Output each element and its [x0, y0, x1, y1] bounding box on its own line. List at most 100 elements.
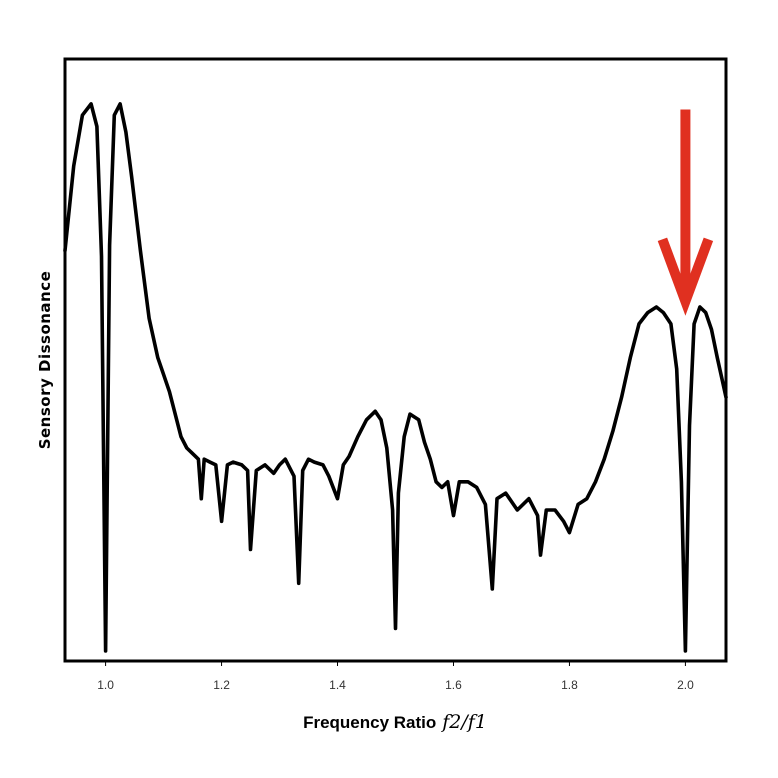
data-point: [373, 409, 377, 413]
data-point: [197, 457, 200, 461]
data-point: [321, 463, 325, 467]
data-point: [139, 249, 142, 253]
data-point: [527, 497, 531, 501]
data-point: [202, 457, 206, 461]
plot-area: [63, 57, 728, 663]
data-point: [220, 519, 224, 523]
data-point: [408, 412, 412, 416]
data-point: [684, 649, 687, 653]
data-point: [185, 446, 189, 450]
data-point: [283, 457, 287, 461]
data-point: [112, 113, 116, 117]
data-point: [162, 373, 166, 376]
data-point: [108, 243, 111, 247]
data-point: [104, 649, 107, 653]
data-points: [63, 102, 728, 653]
data-point: [199, 497, 203, 501]
data-point: [602, 457, 606, 461]
data-point: [397, 491, 400, 495]
data-point: [347, 455, 351, 458]
data-point: [130, 175, 134, 179]
data-point: [191, 452, 195, 455]
data-point: [710, 328, 713, 331]
data-point: [208, 460, 212, 464]
data-point: [680, 480, 683, 484]
data-point: [662, 311, 665, 314]
data-point: [675, 367, 679, 371]
data-point: [562, 519, 565, 523]
data-point: [100, 254, 103, 258]
x-axis-label: Frequency Ratio f2/f1: [303, 711, 487, 733]
data-point: [356, 435, 360, 439]
data-point: [440, 486, 444, 489]
data-point: [620, 395, 623, 399]
data-point: [646, 311, 650, 314]
data-point: [72, 164, 76, 168]
data-point: [226, 463, 229, 467]
data-point: [715, 356, 719, 360]
data-point: [214, 463, 218, 467]
data-point: [240, 463, 244, 467]
data-point: [457, 480, 461, 484]
data-point: [173, 412, 177, 416]
arrow-head: [657, 237, 714, 316]
data-point: [553, 508, 557, 512]
octave-arrow-annotation: [657, 109, 714, 316]
data-point: [452, 514, 455, 517]
data-point: [669, 322, 673, 326]
data-point: [446, 480, 450, 484]
data-point: [539, 553, 542, 557]
data-point: [292, 474, 296, 478]
data-point: [466, 480, 470, 484]
data-point: [147, 316, 151, 320]
data-point: [688, 424, 691, 427]
data-point: [246, 469, 250, 472]
data-point: [179, 435, 183, 439]
data-point: [272, 471, 276, 475]
data-point: [365, 418, 368, 422]
data-point: [95, 125, 99, 128]
data-point: [637, 322, 641, 326]
data-point: [312, 460, 316, 464]
data-point: [585, 497, 589, 501]
x-tick-label: 1.0: [97, 678, 114, 692]
data-point: [394, 627, 397, 630]
x-tick-label: 2.0: [677, 678, 694, 692]
data-point: [628, 356, 632, 360]
data-point: [379, 418, 383, 422]
data-point: [536, 514, 539, 517]
data-point: [428, 457, 432, 461]
data-point: [118, 102, 122, 106]
data-point: [704, 311, 708, 314]
data-point: [490, 587, 494, 591]
data-point: [278, 463, 281, 467]
data-point: [249, 548, 252, 551]
data-point: [336, 497, 339, 501]
data-point: [168, 390, 171, 393]
data-point: [301, 469, 305, 472]
data-point: [385, 446, 389, 450]
data-point: [297, 581, 301, 585]
data-point: [434, 480, 438, 484]
data-point: [576, 503, 580, 506]
data-point: [698, 305, 702, 309]
data-point: [515, 508, 519, 512]
x-tick-label: 1.8: [561, 678, 578, 692]
data-point: [341, 463, 345, 467]
x-tick-label: 1.4: [329, 678, 346, 692]
y-axis-label: Sensory Dissonance: [36, 271, 54, 450]
data-point: [81, 113, 84, 117]
data-point: [327, 474, 331, 478]
data-point: [156, 356, 160, 360]
data-point: [254, 469, 258, 472]
x-axis-label-math: f2/f1: [440, 711, 487, 733]
data-point: [63, 249, 67, 253]
x-tick-label: 1.6: [445, 678, 462, 692]
data-point: [423, 440, 426, 444]
data-point: [263, 463, 267, 467]
data-point: [475, 486, 479, 489]
data-point: [124, 130, 128, 134]
data-point: [89, 102, 93, 106]
x-tick-label: 1.2: [213, 678, 230, 692]
